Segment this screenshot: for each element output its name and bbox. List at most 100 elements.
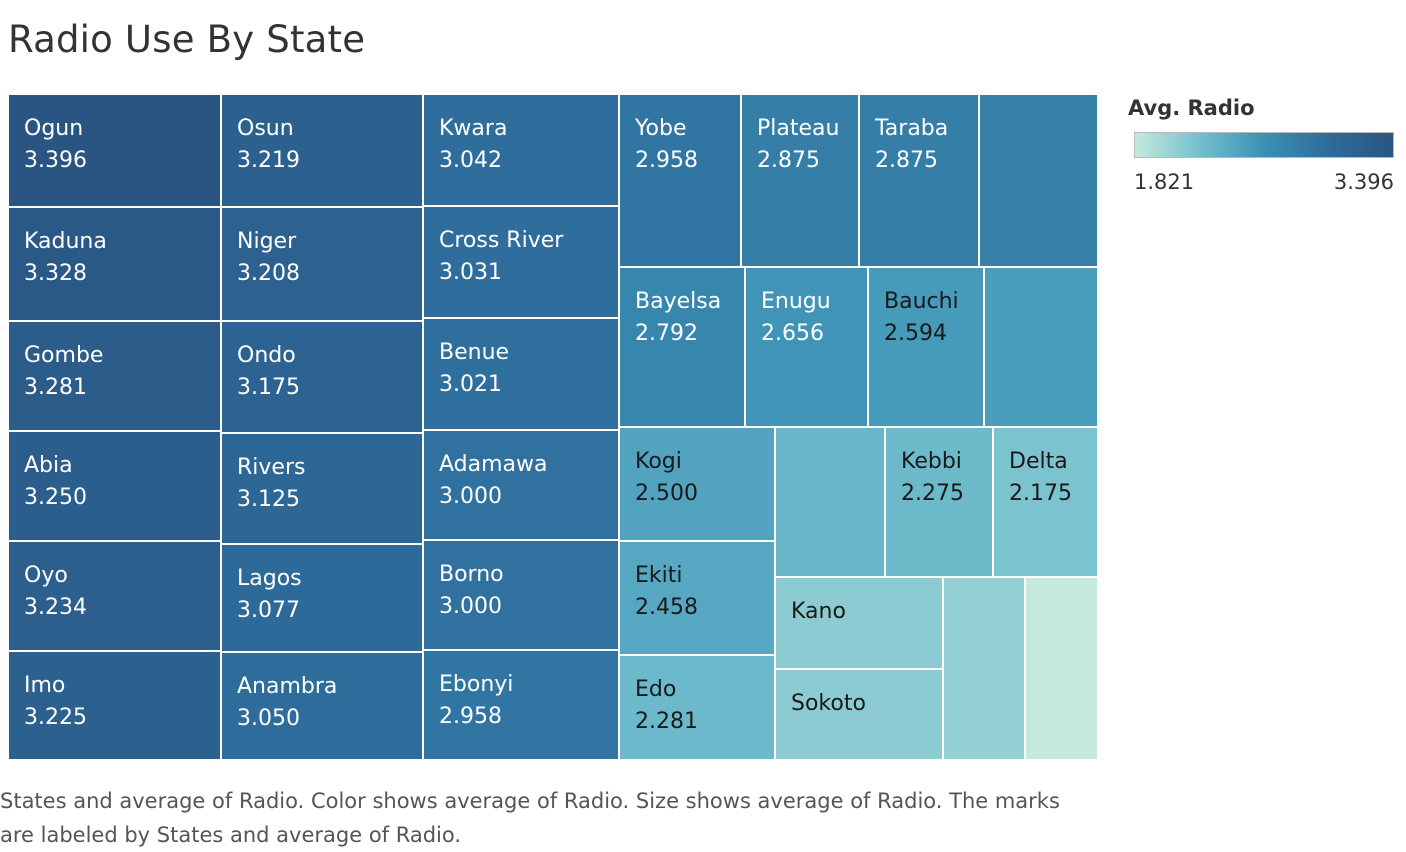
treemap-rect[interactable] bbox=[422, 317, 620, 431]
treemap-cell-ekiti[interactable]: Ekiti 2.458 bbox=[618, 540, 776, 656]
treemap-rect[interactable] bbox=[220, 206, 424, 322]
treemap-cell-ondo[interactable]: Ondo 3.175 bbox=[220, 320, 424, 434]
treemap-rect[interactable] bbox=[983, 266, 1098, 428]
treemap-rect[interactable] bbox=[1024, 576, 1098, 760]
treemap-cell-ogun[interactable]: Ogun 3.396 bbox=[8, 94, 222, 208]
cell-value-label: 2.792 bbox=[635, 321, 698, 346]
treemap-rect[interactable] bbox=[942, 576, 1026, 760]
treemap-rect[interactable] bbox=[422, 539, 620, 651]
treemap-cell-unlabeled-29[interactable] bbox=[774, 426, 886, 578]
treemap-rect[interactable] bbox=[992, 426, 1098, 578]
cell-state-label: Anambra bbox=[237, 674, 337, 699]
treemap-rect[interactable] bbox=[867, 266, 985, 428]
treemap-rect[interactable] bbox=[8, 430, 222, 542]
treemap-cell-adamawa[interactable]: Adamawa 3.000 bbox=[422, 429, 620, 541]
treemap-cell-oyo[interactable]: Oyo 3.234 bbox=[8, 540, 222, 652]
treemap-cell-yobe[interactable]: Yobe 2.958 bbox=[618, 94, 742, 268]
cell-state-label: Ekiti bbox=[635, 563, 683, 588]
treemap-cell-kaduna[interactable]: Kaduna 3.328 bbox=[8, 206, 222, 322]
treemap-cell-niger[interactable]: Niger 3.208 bbox=[220, 206, 424, 322]
treemap-cell-imo[interactable]: Imo 3.225 bbox=[8, 650, 222, 760]
cell-value-label: 2.594 bbox=[884, 321, 947, 346]
treemap-cell-sokoto[interactable]: Sokoto bbox=[774, 668, 944, 760]
treemap-rect[interactable] bbox=[744, 266, 869, 428]
cell-state-label: Plateau bbox=[757, 116, 839, 141]
treemap-cell-unlabeled-34[interactable] bbox=[942, 576, 1026, 760]
cell-value-label: 3.000 bbox=[439, 484, 502, 509]
chart-title: Radio Use By State bbox=[8, 18, 366, 61]
treemap-rect[interactable] bbox=[618, 654, 776, 760]
treemap-rect[interactable] bbox=[774, 668, 944, 760]
cell-state-label: Yobe bbox=[634, 116, 686, 141]
cell-value-label: 2.281 bbox=[635, 709, 698, 734]
treemap-rect[interactable] bbox=[8, 320, 222, 432]
treemap-cell-ebonyi[interactable]: Ebonyi 2.958 bbox=[422, 649, 620, 760]
cell-value-label: 3.175 bbox=[237, 375, 300, 400]
treemap-cell-borno[interactable]: Borno 3.000 bbox=[422, 539, 620, 651]
cell-value-label: 2.275 bbox=[901, 481, 964, 506]
cell-value-label: 3.042 bbox=[439, 148, 502, 173]
legend-min-label: 1.821 bbox=[1134, 170, 1195, 194]
cell-state-label: Ebonyi bbox=[439, 672, 513, 697]
treemap-cell-plateau[interactable]: Plateau 2.875 bbox=[740, 94, 860, 268]
treemap-rect[interactable] bbox=[220, 320, 424, 434]
cell-value-label: 3.077 bbox=[237, 598, 300, 623]
treemap-cell-gombe[interactable]: Gombe 3.281 bbox=[8, 320, 222, 432]
treemap-rect[interactable] bbox=[8, 540, 222, 652]
cell-value-label: 3.021 bbox=[439, 372, 502, 397]
treemap-cell-bayelsa[interactable]: Bayelsa 2.792 bbox=[618, 266, 746, 428]
treemap-cell-anambra[interactable]: Anambra 3.050 bbox=[220, 651, 424, 760]
treemap-rect[interactable] bbox=[858, 94, 980, 268]
legend-max-label: 3.396 bbox=[1333, 170, 1394, 194]
treemap-rect[interactable] bbox=[978, 94, 1098, 268]
treemap-cell-lagos[interactable]: Lagos 3.077 bbox=[220, 543, 424, 653]
treemap-cell-taraba[interactable]: Taraba 2.875 bbox=[858, 94, 980, 268]
cell-state-label: Adamawa bbox=[439, 452, 548, 477]
treemap-rect[interactable] bbox=[618, 540, 776, 656]
treemap-cell-cross-river[interactable]: Cross River 3.031 bbox=[422, 205, 620, 319]
treemap-cell-osun[interactable]: Osun 3.219 bbox=[220, 94, 424, 208]
treemap-cell-unlabeled-25[interactable] bbox=[983, 266, 1098, 428]
legend-title: Avg. Radio bbox=[1128, 96, 1255, 120]
cell-state-label: Kwara bbox=[439, 116, 507, 141]
treemap-rect[interactable] bbox=[8, 206, 222, 322]
treemap-rect[interactable] bbox=[220, 543, 424, 653]
cell-state-label: Ogun bbox=[24, 116, 83, 141]
treemap-rect[interactable] bbox=[774, 426, 886, 578]
cell-state-label: Ondo bbox=[237, 343, 296, 368]
treemap-cell-bauchi[interactable]: Bauchi 2.594 bbox=[867, 266, 985, 428]
cell-value-label: 2.175 bbox=[1009, 481, 1072, 506]
color-legend: Avg. Radio 1.821 3.396 bbox=[1128, 96, 1400, 206]
treemap-cell-kano[interactable]: Kano bbox=[774, 576, 944, 670]
treemap-rect[interactable] bbox=[422, 649, 620, 760]
treemap-cell-abia[interactable]: Abia 3.250 bbox=[8, 430, 222, 542]
treemap-rect[interactable] bbox=[740, 94, 860, 268]
treemap-cell-rivers[interactable]: Rivers 3.125 bbox=[220, 432, 424, 545]
cell-state-label: Cross River bbox=[439, 228, 564, 253]
treemap-cell-delta[interactable]: Delta 2.175 bbox=[992, 426, 1098, 578]
treemap-rect[interactable] bbox=[220, 651, 424, 760]
cell-state-label: Kebbi bbox=[901, 449, 962, 474]
treemap-rect[interactable] bbox=[220, 94, 424, 208]
treemap-cell-edo[interactable]: Edo 2.281 bbox=[618, 654, 776, 760]
cell-value-label: 3.208 bbox=[237, 261, 300, 286]
treemap-rect[interactable] bbox=[618, 94, 742, 268]
cell-value-label: 3.219 bbox=[237, 148, 300, 173]
cell-state-label: Edo bbox=[635, 677, 676, 702]
cell-state-label: Bauchi bbox=[884, 289, 959, 314]
treemap-cell-unlabeled-21[interactable] bbox=[978, 94, 1098, 268]
chart-caption: States and average of Radio. Color shows… bbox=[0, 789, 1060, 847]
treemap-cell-kogi[interactable]: Kogi 2.500 bbox=[618, 426, 776, 542]
treemap-rect[interactable] bbox=[618, 266, 746, 428]
treemap-cell-benue[interactable]: Benue 3.021 bbox=[422, 317, 620, 431]
treemap-cell-kwara[interactable]: Kwara 3.042 bbox=[422, 94, 620, 207]
treemap-cell-unlabeled-35[interactable] bbox=[1024, 576, 1098, 760]
cell-value-label: 3.225 bbox=[24, 705, 87, 730]
cell-value-label: 2.656 bbox=[761, 321, 824, 346]
treemap-cell-enugu[interactable]: Enugu 2.656 bbox=[744, 266, 869, 428]
cell-value-label: 3.328 bbox=[24, 261, 87, 286]
treemap-rect[interactable] bbox=[220, 432, 424, 545]
treemap-cell-kebbi[interactable]: Kebbi 2.275 bbox=[884, 426, 994, 578]
cell-state-label: Oyo bbox=[24, 563, 68, 588]
cell-value-label: 2.500 bbox=[635, 481, 698, 506]
